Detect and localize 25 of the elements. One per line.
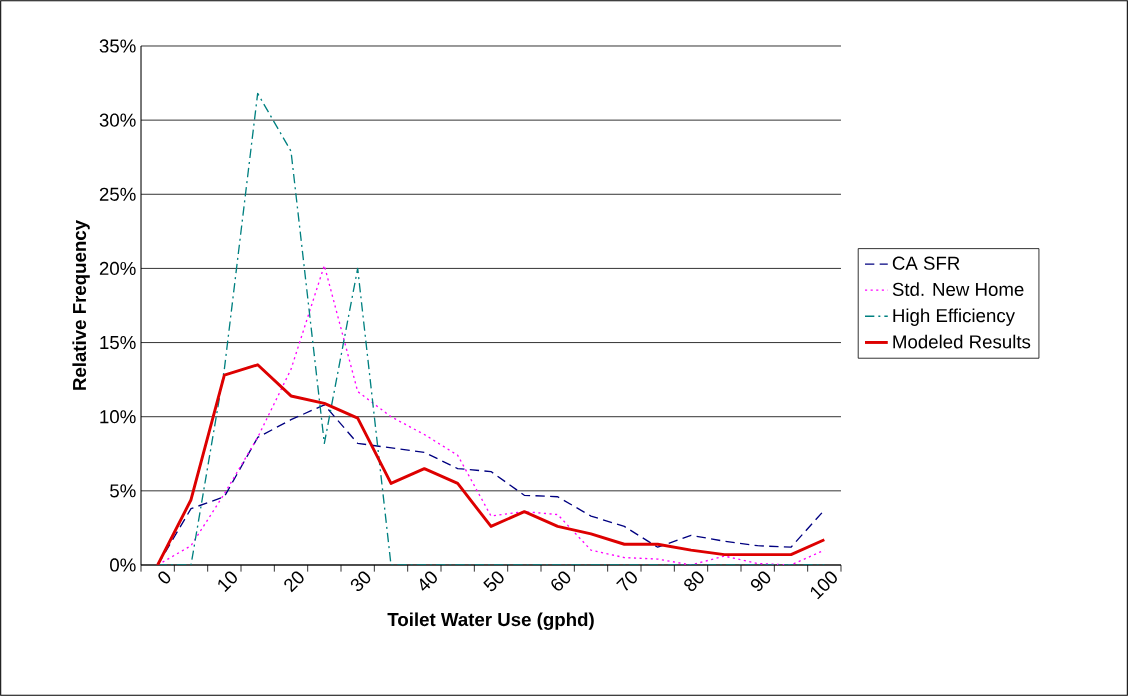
x-tick-label: 50 [483, 571, 504, 592]
y-tick-label: 30% [99, 113, 136, 127]
x-tick-label: 80 [684, 571, 704, 592]
x-tick-label: 10 [218, 571, 237, 593]
x-axis-title: Toilet Water Use (gphd) [387, 612, 594, 630]
legend-label: Modeled Results [893, 334, 1031, 349]
y-tick-label: 5% [110, 484, 136, 498]
x-tick-label: 90 [750, 571, 771, 592]
y-tick-label: 15% [100, 335, 136, 350]
x-tick-label: 100 [810, 571, 837, 600]
y-tick-label: 25% [99, 187, 136, 201]
legend-label: CA SFR [892, 256, 960, 270]
y-tick-label: 0% [110, 558, 136, 572]
x-tick-label: 0 [158, 571, 171, 584]
x-tick-label: 20 [284, 571, 304, 593]
x-tick-label: 30 [350, 571, 371, 592]
y-tick-label: 20% [99, 261, 136, 276]
y-axis-title: Relative Frequency [72, 220, 90, 390]
y-tick-label: 10% [100, 410, 136, 424]
x-tick-label: 60 [551, 571, 571, 591]
x-tick-label: 40 [419, 571, 437, 591]
x-tick-label: 70 [616, 571, 637, 591]
legend-label: Std. New Home [892, 282, 1024, 297]
legend-label: High Efficiency [893, 308, 1015, 326]
y-tick-label: 35% [99, 39, 136, 53]
